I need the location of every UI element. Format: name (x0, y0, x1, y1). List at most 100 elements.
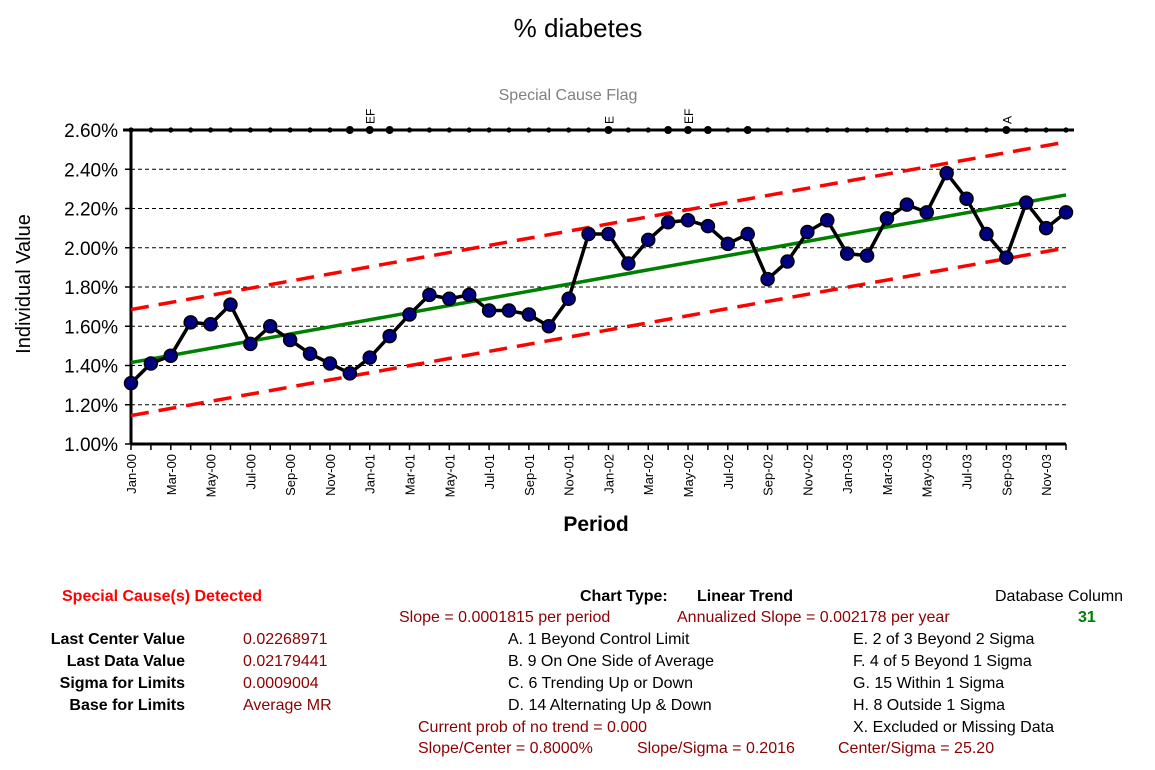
stat-label: Base for Limits (69, 697, 185, 714)
data-point (800, 224, 815, 240)
data-point (342, 366, 358, 381)
data-point (521, 307, 537, 322)
rule-item: B. 9 On One Side of Average (508, 653, 715, 670)
data-point (700, 218, 716, 234)
data-point (461, 287, 477, 303)
x-tick-label: Jul-03 (960, 454, 975, 489)
flag-marker (664, 126, 673, 134)
flag-marker (1023, 127, 1029, 133)
flag-marker (743, 126, 752, 134)
flag-marker (1063, 127, 1069, 133)
flag-marker (585, 127, 592, 133)
data-point (740, 226, 755, 242)
data-point (243, 336, 258, 352)
flag-marker (426, 127, 433, 133)
y-tick-label: 2.00% (64, 239, 118, 260)
flag-marker (864, 127, 870, 133)
stat-label: Last Center Value (50, 631, 185, 648)
flag-label: EF (682, 109, 696, 124)
y-tick-label: 2.20% (64, 200, 118, 221)
flag-marker (604, 126, 613, 134)
flag-marker (904, 127, 910, 133)
flag-label: A (1000, 116, 1014, 124)
flag-marker (227, 127, 234, 133)
x-tick-label: Nov-03 (1039, 454, 1054, 496)
flag-marker (703, 126, 712, 134)
data-point (1058, 205, 1074, 220)
data-point (999, 250, 1014, 265)
x-tick-label: Mar-01 (403, 454, 418, 495)
flag-marker (385, 126, 394, 134)
data-point (1038, 220, 1054, 236)
stat-label: Last Data Value (66, 653, 185, 670)
x-tick-label: Sep-01 (522, 454, 537, 496)
flag-marker (1002, 126, 1011, 134)
data-point (899, 197, 915, 212)
flag-marker (247, 127, 253, 133)
data-point (282, 332, 298, 348)
flag-marker (645, 127, 651, 133)
data-point (203, 317, 218, 332)
flag-marker (983, 127, 990, 133)
flag-marker (486, 127, 492, 133)
upper-control-limit (130, 140, 1067, 312)
flag-marker (725, 127, 731, 133)
data-point (382, 328, 397, 344)
flag-marker (804, 127, 810, 133)
x-tick-label: May-00 (204, 454, 219, 497)
data-point (183, 315, 198, 330)
flag-marker (784, 127, 791, 133)
flag-marker (307, 127, 313, 133)
special-cause-flag-label: Special Cause Flag (499, 87, 638, 104)
data-point (760, 271, 775, 287)
flag-marker (625, 127, 631, 133)
data-point (959, 191, 974, 206)
flag-marker (684, 126, 693, 134)
data-point (640, 232, 656, 248)
flag-marker (345, 126, 354, 134)
x-tick-label: Jan-00 (124, 454, 139, 494)
data-point (919, 205, 934, 220)
lower-control-limit (130, 246, 1067, 418)
x-tick-label: Mar-02 (641, 454, 656, 495)
y-tick-label: 1.60% (64, 317, 118, 338)
slope-sigma-ratio: Slope/Sigma = 0.2016 (637, 740, 795, 757)
data-point (263, 319, 278, 334)
slope-center-ratio: Slope/Center = 0.8000% (418, 740, 593, 757)
data-point (660, 214, 676, 230)
x-tick-label: Sep-03 (999, 454, 1014, 496)
flag-marker (526, 127, 532, 133)
flag-marker (327, 127, 333, 133)
rule-item: F. 4 of 5 Beyond 1 Sigma (853, 653, 1032, 670)
rule-item: D. 14 Alternating Up & Down (508, 697, 712, 714)
data-point (581, 226, 596, 242)
flag-marker (168, 127, 174, 133)
data-point (601, 226, 616, 242)
rule-item: H. 8 Outside 1 Sigma (853, 697, 1006, 714)
data-point (1018, 195, 1034, 210)
database-column-value: 31 (1078, 609, 1096, 626)
x-axis-title: Period (563, 513, 628, 536)
rule-item: X. Excluded or Missing Data (853, 719, 1054, 736)
x-tick-label: Sep-00 (283, 454, 298, 496)
flag-marker (365, 126, 374, 134)
y-tick-label: 2.40% (64, 160, 118, 181)
slope-text: Slope = 0.0001815 per period (399, 609, 611, 626)
database-column-label: Database Column (995, 588, 1124, 605)
x-tick-label: Jan-01 (363, 454, 378, 494)
data-point (322, 356, 338, 371)
data-point (979, 226, 994, 242)
flag-marker (824, 127, 830, 133)
data-point (402, 307, 417, 322)
y-tick-label: 1.00% (64, 435, 118, 456)
y-tick-label: 1.20% (64, 396, 118, 417)
stat-label: Sigma for Limits (59, 675, 185, 692)
data-point (680, 213, 696, 228)
x-tick-label: Mar-03 (880, 454, 895, 495)
x-tick-label: Jul-00 (243, 454, 258, 489)
stat-value: 0.02268971 (243, 631, 328, 648)
x-tick-label: Nov-00 (323, 454, 338, 496)
rule-item: A. 1 Beyond Control Limit (508, 631, 690, 648)
x-tick-label: Nov-02 (800, 454, 815, 496)
